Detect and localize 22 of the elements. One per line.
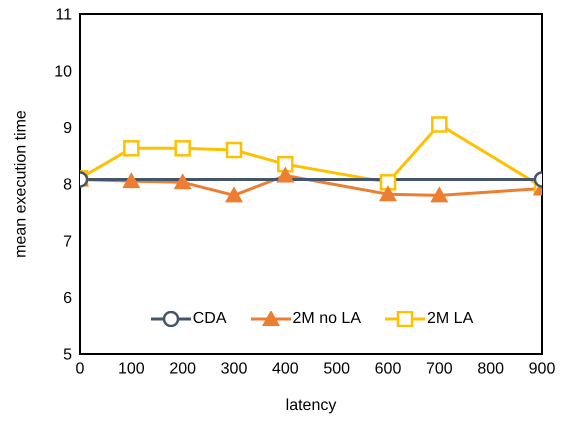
legend-label: CDA bbox=[192, 310, 227, 328]
y-tick-label: 8 bbox=[63, 176, 72, 194]
y-tick-label: 9 bbox=[63, 120, 72, 138]
x-tick-label: 300 bbox=[220, 360, 248, 378]
x-tick-label: 800 bbox=[477, 360, 504, 378]
legend-label: 2M no LA bbox=[292, 310, 361, 328]
y-tick-label: 7 bbox=[63, 233, 72, 250]
y-tick-label: 10 bbox=[54, 63, 72, 80]
x-axis-title: latency bbox=[286, 397, 336, 414]
x-tick-label: 600 bbox=[374, 360, 402, 378]
x-tick-label: 100 bbox=[118, 360, 145, 378]
y-tick-label: 5 bbox=[63, 346, 72, 364]
x-tick-label: 900 bbox=[528, 360, 556, 378]
y-axis-title: mean execution time bbox=[12, 110, 30, 258]
x-tick-label: 400 bbox=[272, 360, 299, 378]
x-tick-label: 200 bbox=[169, 360, 196, 378]
x-tick-label: 700 bbox=[426, 360, 453, 378]
x-tick-label: 500 bbox=[323, 360, 350, 378]
y-tick-label: 11 bbox=[55, 6, 72, 24]
x-tick-label: 0 bbox=[76, 360, 85, 378]
legend-label: 2M LA bbox=[427, 310, 474, 328]
y-tick-label: 6 bbox=[63, 290, 72, 308]
